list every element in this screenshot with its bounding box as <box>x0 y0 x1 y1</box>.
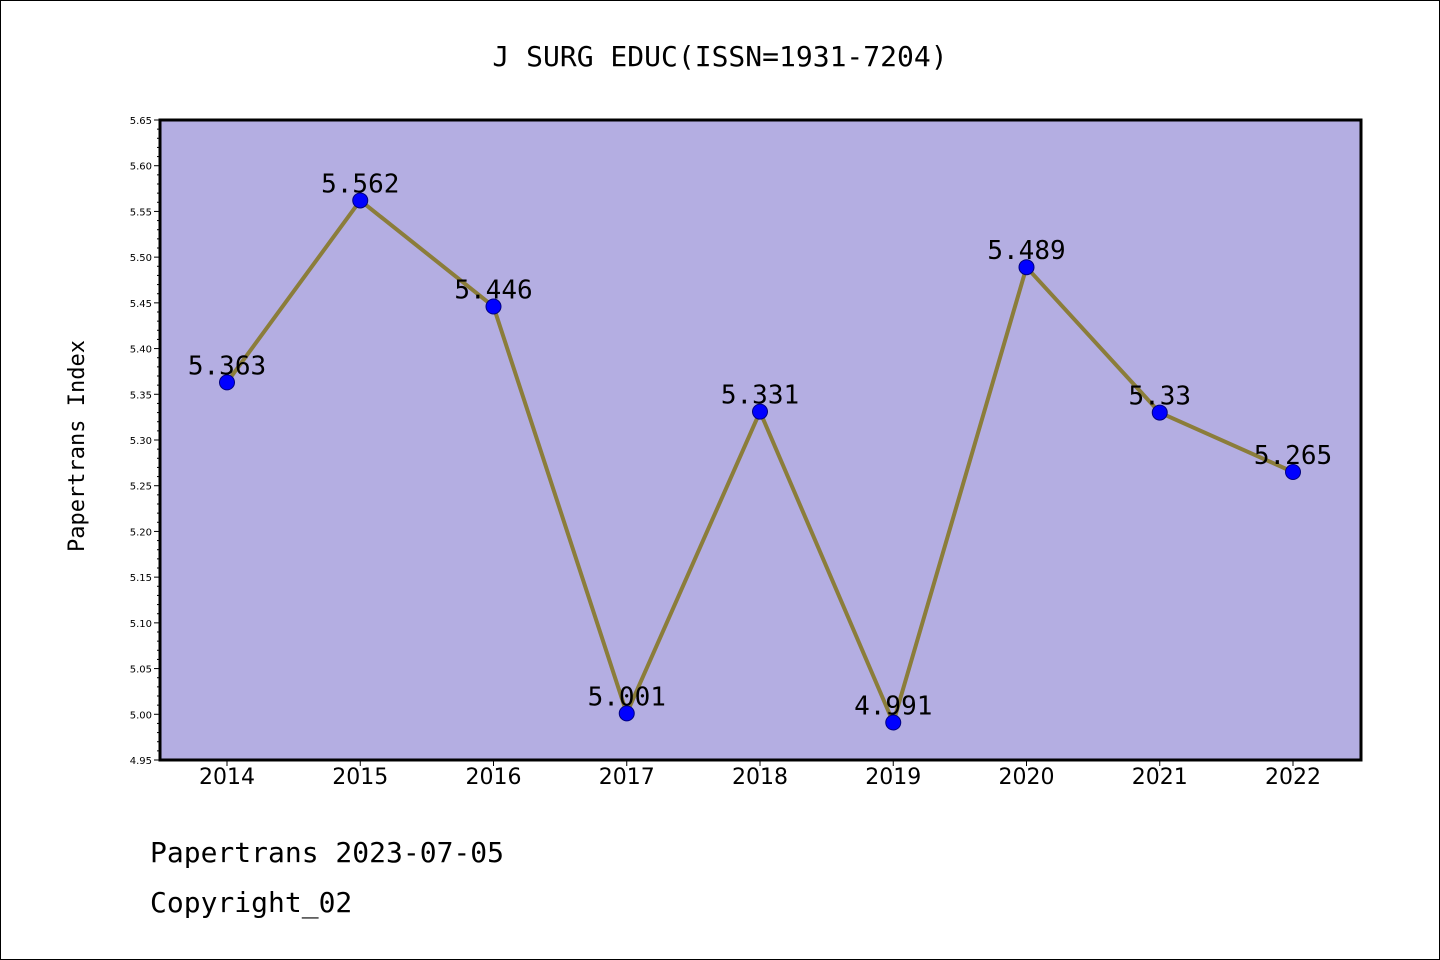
x-tick-label: 2018 <box>732 765 788 790</box>
footer-copyright: Copyright_02 <box>150 886 353 919</box>
data-label: 4.991 <box>854 692 932 722</box>
y-axis-label: Papertrans Index <box>65 340 90 552</box>
y-tick-label: 5.25 <box>130 482 152 493</box>
y-tick-label: 5.30 <box>130 436 152 447</box>
y-tick-label: 5.10 <box>130 619 152 630</box>
y-tick-label: 5.15 <box>130 573 152 584</box>
data-point <box>485 298 502 315</box>
footer-date: Papertrans 2023-07-05 <box>150 836 505 869</box>
data-label: 5.489 <box>987 236 1065 266</box>
x-tick-label: 2016 <box>466 765 522 790</box>
y-tick-label: 5.20 <box>130 527 152 538</box>
data-point <box>219 374 235 391</box>
x-tick-label: 2022 <box>1265 765 1321 790</box>
data-point <box>1285 464 1301 480</box>
data-point <box>352 192 369 209</box>
y-axis: 4.95 5.00 5.05 5.10 5.15 5.20 5.25 5.30 5.35 5.40… <box>130 116 160 767</box>
data-label: 5.446 <box>454 276 532 306</box>
data-label: 5.331 <box>721 381 799 411</box>
data-series <box>219 192 1301 731</box>
data-point <box>1018 259 1035 276</box>
y-tick-label: 5.45 <box>130 299 152 310</box>
y-tick-label: 5.35 <box>130 390 152 401</box>
plot-area <box>158 118 1363 762</box>
data-label: 5.562 <box>321 169 399 199</box>
data-point <box>752 403 768 420</box>
x-tick-label: 2015 <box>332 765 388 790</box>
y-tick-label: 5.05 <box>130 665 152 676</box>
data-point <box>618 705 635 722</box>
y-tick-label: 5.50 <box>130 253 152 264</box>
data-labels: 5.363 5.562 5.446 5.001 5.331 4.991 5.489 5.33 5… <box>188 169 1332 721</box>
chart-title: J SURG EDUC(ISSN=1931-7204) <box>492 40 947 73</box>
y-tick-label: 5.60 <box>130 162 152 173</box>
x-tick-label: 2021 <box>1132 765 1188 790</box>
y-tick-label: 5.65 <box>130 116 152 127</box>
y-tick-label: 4.95 <box>130 756 152 767</box>
y-tick-label: 5.40 <box>130 345 152 356</box>
x-axis: 2014 2015 2016 2017 2018 2019 2020 2021 2022 <box>199 760 1321 790</box>
x-tick-label: 2014 <box>199 765 255 790</box>
data-label: 5.001 <box>588 682 666 712</box>
data-point <box>1151 404 1168 421</box>
y-tick-label: 5.00 <box>130 710 152 721</box>
data-label: 5.363 <box>188 351 266 381</box>
data-label: 5.33 <box>1128 382 1191 412</box>
data-point <box>885 714 902 731</box>
data-label: 5.265 <box>1254 441 1332 471</box>
x-tick-label: 2017 <box>599 765 655 790</box>
x-tick-label: 2019 <box>865 765 921 790</box>
x-tick-label: 2020 <box>999 765 1055 790</box>
y-tick-label: 5.55 <box>130 207 152 218</box>
